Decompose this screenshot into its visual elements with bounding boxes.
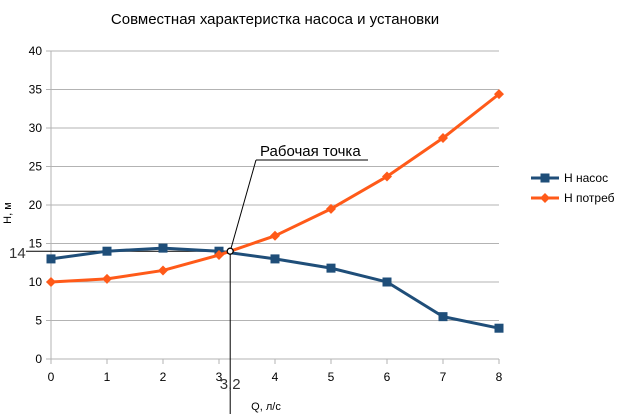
y-tick-label: 30 (29, 121, 43, 135)
data-point (158, 265, 168, 276)
chart-title: Совместная характеристка насоса и устано… (111, 11, 439, 28)
y-tick-label: 20 (29, 198, 43, 212)
x-tick-label: 6 (384, 370, 391, 384)
x-tick-labels: 0 1 2 3 4 5 6 7 8 (48, 370, 503, 384)
y-tick-label: 40 (29, 44, 43, 58)
x-tick-label: 8 (496, 370, 503, 384)
x-tick-label: 5 (328, 370, 335, 384)
y-tick-label: 5 (35, 314, 42, 328)
operating-point-y-label: 14 (9, 245, 26, 262)
legend-marker (540, 193, 550, 203)
operating-point-marker (226, 247, 234, 255)
data-point (102, 273, 112, 284)
legend: H насос H потреб (531, 171, 615, 205)
legend-label: H насос (564, 171, 608, 185)
data-point (158, 243, 168, 253)
y-tick-label: 0 (35, 352, 42, 366)
legend-label: H потреб (564, 191, 615, 205)
y-axis-label: H, м (2, 202, 14, 224)
operating-point-annotation: Рабочая точка (226, 143, 368, 255)
y-tick-label: 25 (29, 160, 43, 174)
data-point (494, 323, 504, 333)
x-axis-label: Q, л/с (251, 401, 281, 413)
data-point (270, 230, 280, 241)
data-point (494, 89, 504, 100)
data-point (270, 254, 280, 264)
x-tick-label: 4 (272, 370, 279, 384)
data-point (438, 133, 448, 144)
operating-point-x-label: 3,2 (220, 376, 241, 393)
x-tick-label: 2 (160, 370, 167, 384)
annotation-leader (229, 159, 257, 252)
data-point (438, 312, 448, 322)
operating-point-guides: 143,2 (9, 245, 241, 414)
data-point (326, 263, 336, 273)
x-tick-label: 1 (104, 370, 111, 384)
series-group (46, 89, 504, 333)
legend-marker (540, 173, 550, 183)
data-point (46, 254, 56, 264)
data-point (382, 277, 392, 287)
data-point (214, 250, 224, 261)
y-tick-label: 15 (29, 237, 43, 251)
data-point (326, 203, 336, 214)
y-tick-label: 35 (29, 83, 43, 97)
y-tick-labels: 0 5 10 15 20 25 30 35 40 (29, 44, 43, 366)
gridlines (51, 50, 499, 321)
y-tick-label: 10 (29, 275, 43, 289)
data-point (46, 277, 56, 287)
x-tick-label: 7 (440, 370, 447, 384)
annotation-label: Рабочая точка (260, 143, 361, 160)
axes (46, 50, 500, 364)
x-tick-label: 0 (48, 370, 55, 384)
data-point (382, 171, 392, 182)
series-line-2 (50, 92, 500, 284)
data-point (102, 246, 112, 256)
x-tick-label: 3 (216, 370, 223, 384)
